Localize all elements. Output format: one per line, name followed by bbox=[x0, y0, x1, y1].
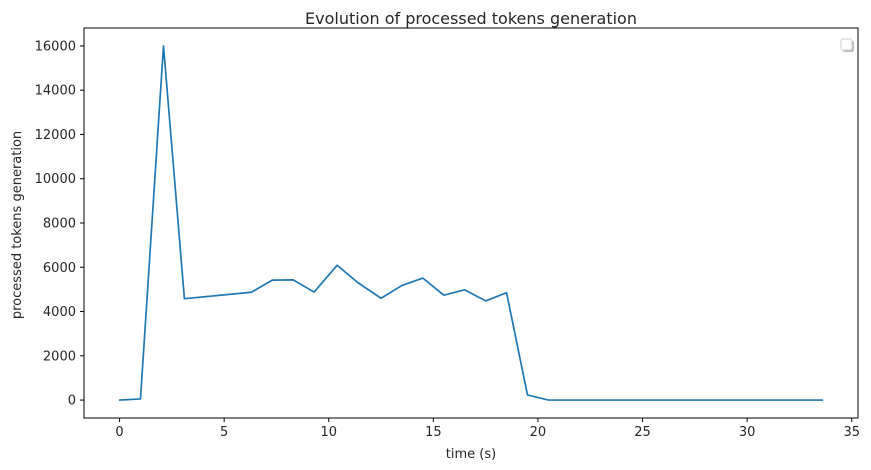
y-tick-label: 12000 bbox=[35, 128, 76, 143]
plot-area: 0 5 10 15 20 25 30 35 0 2000 4000 6000 8000 10000 120… bbox=[35, 27, 860, 440]
x-tick-label: 5 bbox=[220, 425, 228, 440]
x-tick-label: 30 bbox=[739, 425, 756, 440]
y-tick-label: 4000 bbox=[43, 305, 76, 320]
y-tick-label: 0 bbox=[68, 394, 76, 409]
x-tick-label: 15 bbox=[425, 425, 442, 440]
x-tick-label: 10 bbox=[320, 425, 337, 440]
series-line-0 bbox=[118, 45, 824, 401]
series-layer bbox=[118, 45, 824, 401]
y-tick-label: 16000 bbox=[35, 39, 76, 54]
x-tick-label: 20 bbox=[530, 425, 547, 440]
chart-title: Evolution of processed tokens generation bbox=[305, 9, 637, 28]
x-tick-label: 0 bbox=[115, 425, 123, 440]
y-axis-ticks: 0 2000 4000 6000 8000 10000 12000 14000 16000 bbox=[35, 39, 84, 409]
legend-frame bbox=[840, 38, 853, 51]
x-axis-ticks: 0 5 10 15 20 25 30 35 bbox=[115, 418, 860, 440]
y-tick-label: 10000 bbox=[35, 172, 76, 187]
y-tick-label: 6000 bbox=[43, 261, 76, 276]
legend-box bbox=[840, 38, 854, 52]
y-axis-label: processed tokens generation bbox=[10, 131, 25, 319]
x-tick-label: 25 bbox=[634, 425, 651, 440]
x-tick-label: 35 bbox=[843, 425, 860, 440]
x-axis-label: time (s) bbox=[446, 447, 496, 462]
y-tick-label: 2000 bbox=[43, 349, 76, 364]
y-tick-label: 14000 bbox=[35, 84, 76, 99]
y-tick-label: 8000 bbox=[43, 217, 76, 232]
